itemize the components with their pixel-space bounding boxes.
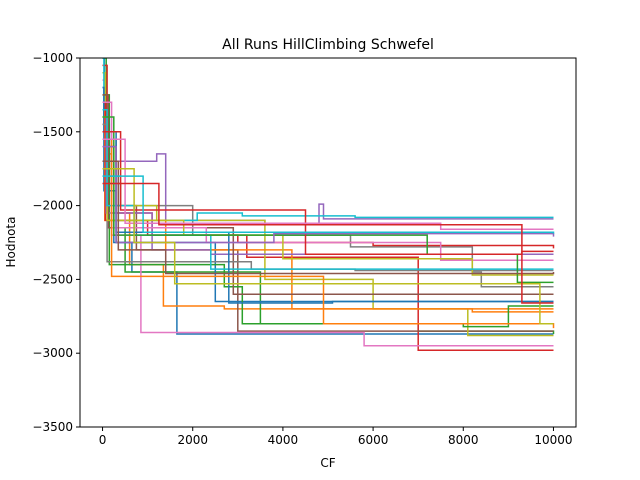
x-tick-label: 0 xyxy=(99,433,107,447)
x-tick-label: 4000 xyxy=(268,433,299,447)
y-tick-label: −3500 xyxy=(32,420,73,434)
series-line-26 xyxy=(102,160,555,275)
series-line-30 xyxy=(102,182,554,304)
plot-frame xyxy=(79,57,577,428)
y-tick-label: −2000 xyxy=(32,199,73,213)
x-axis: 0 2000 4000 6000 8000 10000 xyxy=(99,427,573,447)
series-layer xyxy=(102,58,555,351)
y-axis: −1000 −1500 −2000 −2500 −3000 −3500 xyxy=(32,51,80,434)
y-tick-label: −2500 xyxy=(32,272,73,286)
x-tick-label: 6000 xyxy=(358,433,389,447)
x-tick-label: 8000 xyxy=(448,433,479,447)
chart-title: All Runs HillClimbing Schwefel xyxy=(222,37,434,53)
series-line-23 xyxy=(102,116,554,284)
series-line-29 xyxy=(102,175,555,234)
x-axis-label: CF xyxy=(320,456,335,470)
series-line-16 xyxy=(102,94,554,295)
y-axis-label: Hodnota xyxy=(4,217,18,268)
y-tick-label: −1000 xyxy=(32,51,73,65)
series-line-27 xyxy=(102,138,554,230)
y-tick-label: −3000 xyxy=(32,346,73,360)
series-line-28 xyxy=(102,167,554,325)
x-tick-label: 2000 xyxy=(177,433,208,447)
x-tick-label: 10000 xyxy=(534,433,572,447)
y-tick-label: −1500 xyxy=(32,125,73,139)
